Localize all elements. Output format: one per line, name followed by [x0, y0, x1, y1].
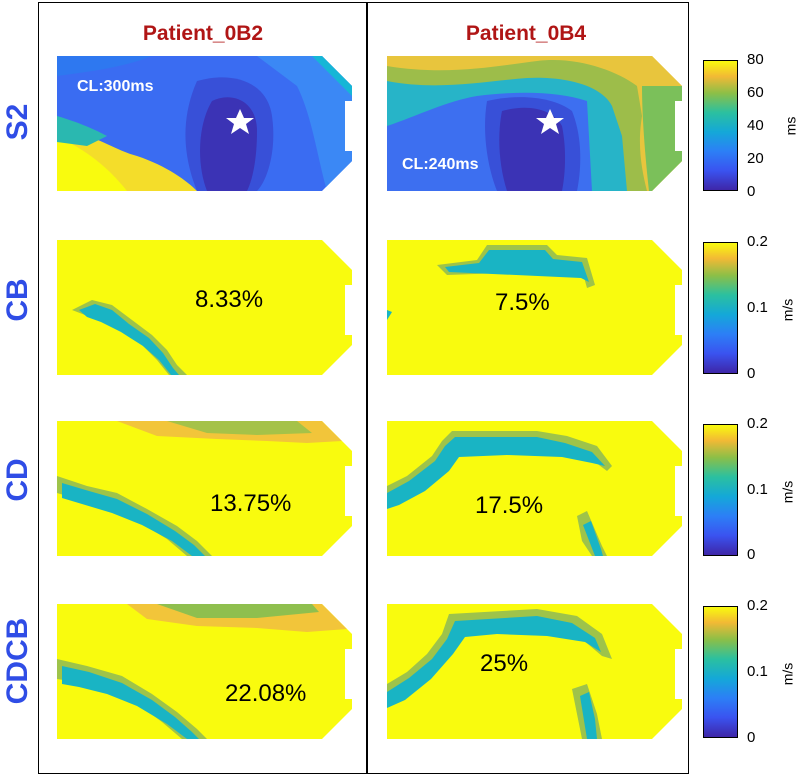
- row-label-cb: CB: [1, 278, 34, 322]
- colorbar-velocity-cb: [703, 242, 738, 374]
- colorbar-velocity-cd: [703, 424, 738, 556]
- conduction-map-cb-0b4: 7.5%: [387, 240, 682, 375]
- colorbar-unit: ms: [782, 116, 799, 136]
- conduction-map-cd-0b2: 13.75%: [57, 421, 352, 556]
- row-label-s2: S2: [1, 103, 34, 141]
- colorbar-tick: 80: [747, 51, 764, 68]
- column-frame-0b4: [366, 2, 689, 774]
- colorbar-tick: 0: [747, 365, 756, 382]
- conduction-map-cdcb-0b4: 25%: [387, 604, 682, 739]
- activation-map-s2-0b2: CL:300ms: [57, 56, 352, 191]
- conduction-map-cdcb-0b2: 22.08%: [57, 604, 352, 739]
- colorbar-tick: 0.2: [747, 415, 768, 432]
- colorbar-tick: 60: [747, 84, 764, 101]
- colorbar-velocity-cdcb: [703, 606, 738, 738]
- colorbar-tick: 0: [747, 729, 756, 746]
- conduction-block-percent: 7.5%: [495, 289, 550, 316]
- conduction-block-percent: 17.5%: [475, 492, 544, 519]
- conduction-block-percent: 13.75%: [210, 490, 292, 517]
- conduction-block-percent: 8.33%: [195, 286, 264, 313]
- colorbar-tick: 40: [747, 117, 764, 134]
- colorbar-tick: 0.1: [747, 481, 768, 498]
- activation-map-s2-0b4: CL:240ms: [387, 56, 682, 191]
- row-label-cd: CD: [1, 458, 34, 502]
- cycle-length-label: CL:300ms: [77, 78, 154, 95]
- colorbar-activation-time: [703, 60, 738, 191]
- conduction-block-percent: 25%: [480, 650, 529, 677]
- colorbar-tick: 0: [747, 183, 756, 200]
- colorbar-tick: 0.2: [747, 597, 768, 614]
- colorbar-tick: 0.2: [747, 233, 768, 250]
- pacing-star-icon: [226, 109, 254, 134]
- conduction-map-cb-0b2: 8.33%: [57, 240, 352, 375]
- colorbar-tick: 20: [747, 150, 764, 167]
- colorbar-tick: 0.1: [747, 663, 768, 680]
- column-title-0b2: Patient_0B2: [142, 22, 264, 45]
- cycle-length-label: CL:240ms: [402, 156, 479, 173]
- row-label-cdcb: CDCB: [1, 617, 34, 705]
- column-title-0b4: Patient_0B4: [465, 22, 587, 45]
- column-frame-0b2: [38, 2, 368, 774]
- colorbar-unit: m/s: [779, 662, 796, 686]
- colorbar-tick: 0: [747, 546, 756, 563]
- conduction-block-percent: 22.08%: [225, 680, 307, 707]
- conduction-map-cd-0b4: 17.5%: [387, 421, 682, 556]
- colorbar-unit: m/s: [779, 480, 796, 504]
- colorbar-unit: m/s: [779, 298, 796, 322]
- colorbar-tick: 0.1: [747, 299, 768, 316]
- pacing-star-icon: [536, 109, 564, 134]
